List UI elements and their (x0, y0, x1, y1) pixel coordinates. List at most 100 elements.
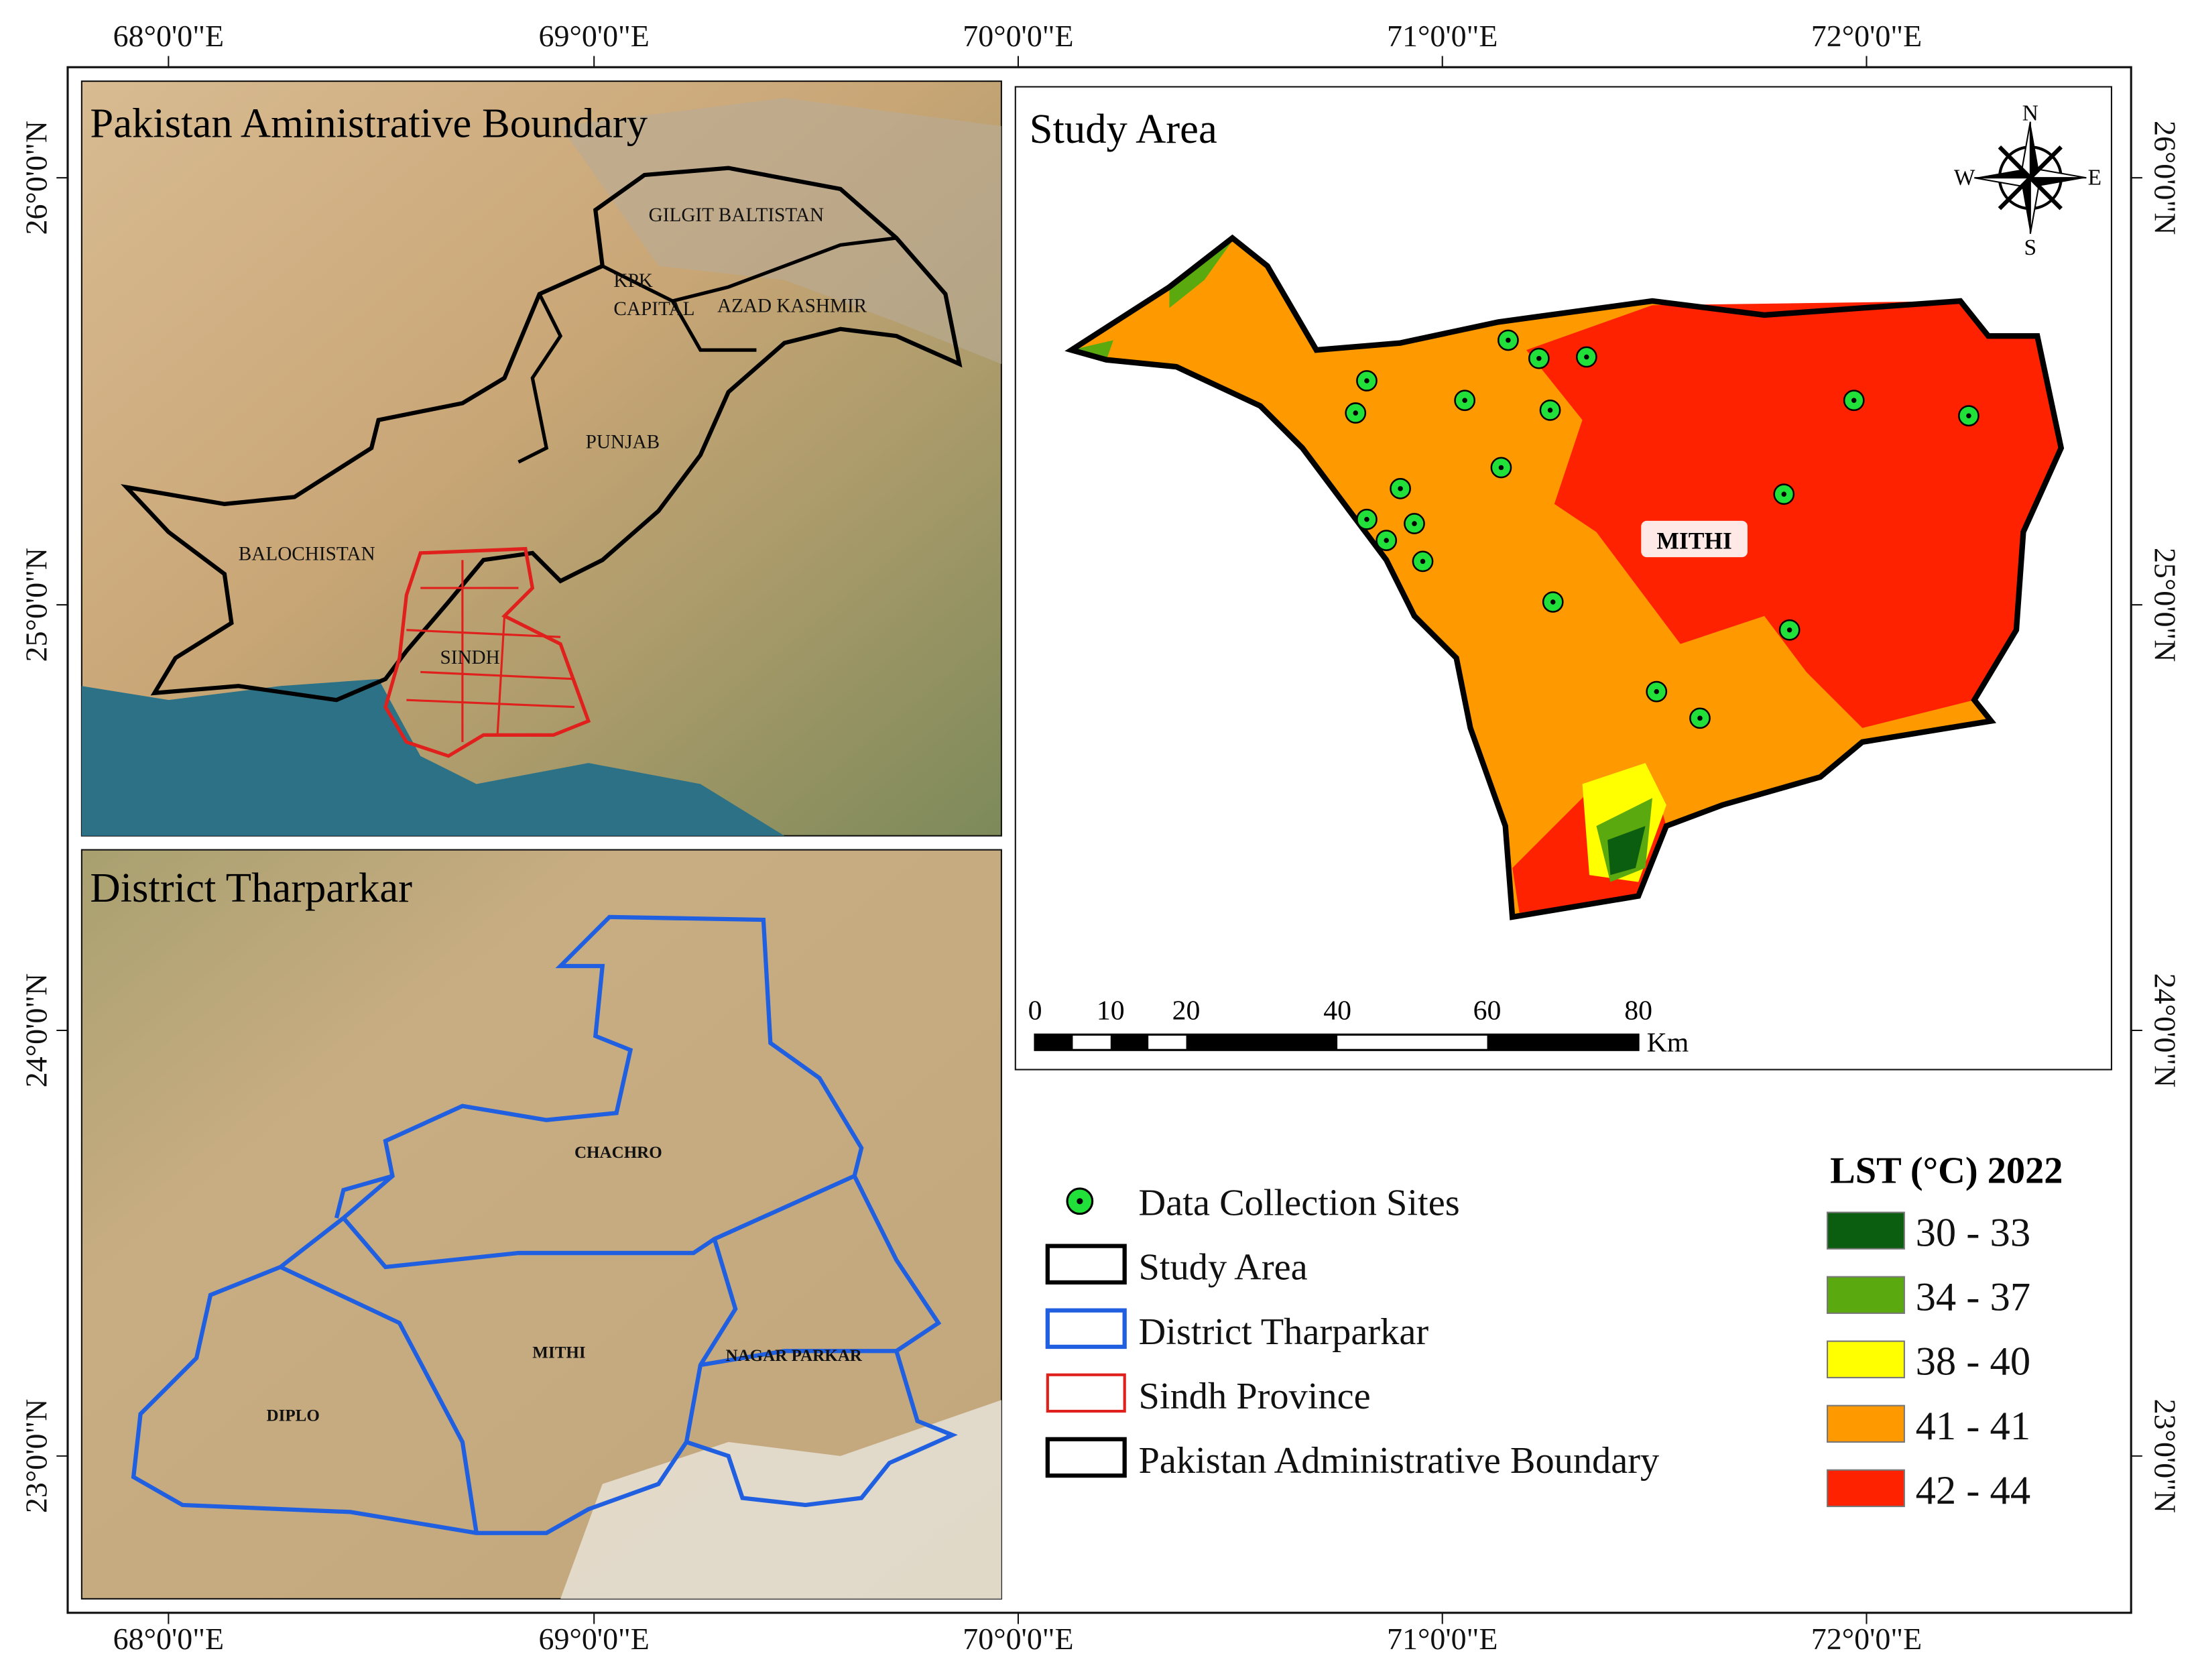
site-dot (1550, 599, 1556, 605)
legend-label: Data Collection Sites (1139, 1183, 1460, 1224)
site-dot (1851, 398, 1857, 404)
lst-class-label: 42 - 44 (1916, 1468, 2031, 1513)
right-coordinate-label: 26°0'0"N (2148, 121, 2183, 235)
site-dot (1353, 410, 1359, 416)
scale-unit: Km (1647, 1027, 1689, 1058)
sindh-districts (406, 560, 575, 742)
site-dot (1412, 521, 1417, 526)
site-dot (1364, 378, 1369, 383)
lst-swatch (1826, 1276, 1905, 1314)
compass-label: S (2024, 235, 2037, 260)
panel-title: Study Area (1030, 105, 1217, 152)
scale-label: 0 (1028, 995, 1042, 1026)
data-collection-sites (1345, 329, 1979, 729)
top-coordinate-label: 69°0'0"E (539, 19, 650, 53)
lst-swatch (1826, 1211, 1905, 1250)
site-dot (1498, 465, 1504, 471)
region-label: AZAD KASHMIR (717, 296, 867, 317)
region-label: PUNJAB (586, 431, 660, 453)
region-label: KPK (613, 270, 652, 292)
sea (81, 678, 785, 836)
top-coordinate-label: 70°0'0"E (963, 19, 1073, 53)
district-boundary (131, 914, 958, 1535)
top-coordinate-label: 68°0'0"E (113, 19, 224, 53)
lst-class-label: 41 - 41 (1916, 1404, 2031, 1449)
lst-class-label: 30 - 33 (1916, 1211, 2031, 1256)
province-boundaries (517, 236, 897, 464)
sindh-boundary (383, 546, 591, 758)
right-coordinate-label: 23°0'0"N (2148, 1399, 2183, 1513)
region-label: BALOCHISTAN (239, 543, 375, 564)
taluka-label: NAGAR PARKAR (726, 1347, 863, 1365)
lst-swatch (1826, 1340, 1905, 1378)
tharparkar-panel: District Tharparkar CHACHRO MITHI NAGAR … (80, 849, 1002, 1600)
legend-label: Study Area (1139, 1247, 1308, 1288)
study-area-boundary (1064, 234, 2065, 920)
site-dot (1364, 517, 1369, 522)
pakistan-boundary (121, 166, 963, 703)
site-dot (1506, 337, 1511, 343)
legend-label: Sindh Province (1139, 1376, 1371, 1417)
site-dot (1536, 355, 1542, 361)
north-arrow: N E S W (1954, 101, 2101, 260)
scale-label: 40 (1323, 995, 1351, 1026)
region-label: SINDH (440, 647, 499, 668)
lst-class-label: 34 - 37 (1916, 1275, 2031, 1320)
label-halo (1641, 520, 1748, 558)
region-label: GILGIT BALTISTAN (649, 204, 824, 226)
panel-title: Pakistan Aministrative Boundary (90, 100, 648, 147)
site-dot (1462, 398, 1467, 404)
compass-label: N (2022, 101, 2038, 126)
scale-label: 80 (1624, 995, 1652, 1026)
bottom-coordinate-label: 70°0'0"E (963, 1622, 1073, 1656)
panel-title: District Tharparkar (90, 864, 412, 911)
site-dot (1584, 354, 1589, 360)
scale-label: 60 (1473, 995, 1502, 1026)
study-area-label: MITHI (1656, 528, 1731, 554)
scale-bar: Km 0 10 20 40 60 80 (1028, 995, 1689, 1058)
site-dot (1654, 688, 1660, 695)
site-dot (1384, 538, 1389, 543)
legend-label: District Tharparkar (1139, 1311, 1429, 1353)
lst-legend-title: LST (°C) 2022 (1830, 1150, 2063, 1192)
site-dot (1398, 486, 1403, 491)
legend: Data Collection Sites Study Area Distric… (1045, 1183, 1660, 1482)
lst-class-label: 38 - 40 (1916, 1339, 2031, 1384)
right-coordinate-label: 24°0'0"N (2148, 973, 2183, 1087)
legend-label: Pakistan Administrative Boundary (1139, 1440, 1660, 1482)
compass-label: E (2088, 166, 2101, 190)
taluka-boundaries (280, 1174, 897, 1534)
mountains (560, 98, 1001, 364)
taluka-label: MITHI (532, 1344, 585, 1362)
lst-zone-30 (1607, 826, 1646, 876)
site-dot (1547, 408, 1553, 413)
taluka-label: DIPLO (267, 1407, 320, 1425)
lst-legend: LST (°C) 2022 30 - 33 34 - 37 38 - 40 41 - … (1826, 1150, 2063, 1513)
taluka-label: CHACHRO (574, 1144, 662, 1162)
left-coordinate-label: 26°0'0"N (19, 121, 54, 235)
site-dot (1966, 413, 1971, 418)
compass-label: W (1954, 166, 1975, 190)
bottom-coordinate-label: 69°0'0"E (539, 1622, 650, 1656)
lst-swatch (1826, 1469, 1905, 1508)
site-dot (1420, 558, 1426, 564)
bottom-coordinate-label: 72°0'0"E (1811, 1622, 1922, 1656)
scale-label: 20 (1172, 995, 1201, 1026)
top-coordinate-label: 72°0'0"E (1811, 19, 1922, 53)
study-area-panel: MITHI Study Area N E S W Km 0 10 20 40 60 80 (1014, 86, 2112, 1071)
left-coordinate-label: 23°0'0"N (19, 1399, 54, 1513)
lst-zone-42 (1526, 300, 2061, 728)
salt-flat (560, 1400, 1001, 1599)
bottom-coordinate-label: 71°0'0"E (1387, 1622, 1498, 1656)
top-coordinate-label: 71°0'0"E (1387, 19, 1498, 53)
graticule-ticks: 68°0'0"E 69°0'0"E 70°0'0"E 71°0'0"E 72°0'0"E… (19, 19, 2183, 1656)
site-dot (1697, 715, 1703, 721)
left-coordinate-label: 24°0'0"N (19, 973, 54, 1087)
right-coordinate-label: 25°0'0"N (2148, 548, 2183, 662)
left-coordinate-label: 25°0'0"N (19, 548, 54, 662)
site-dot (1786, 627, 1792, 633)
region-label: CAPITAL (613, 298, 694, 320)
scale-label: 10 (1097, 995, 1125, 1026)
